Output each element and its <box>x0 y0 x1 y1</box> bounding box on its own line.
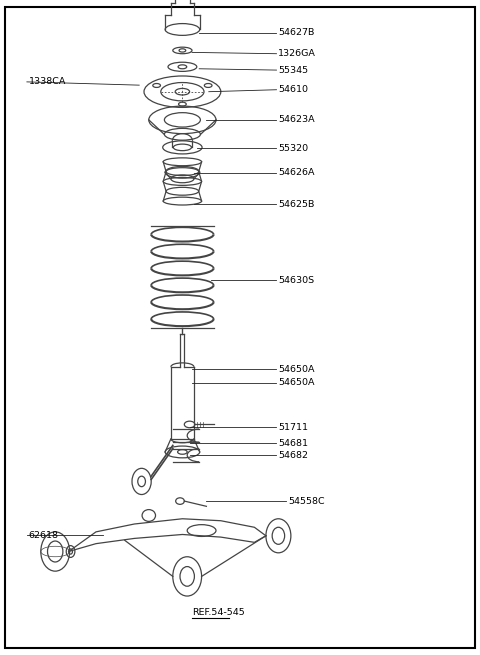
Text: 54682: 54682 <box>278 451 308 460</box>
Text: 54610: 54610 <box>278 85 308 94</box>
Text: REF.54-545: REF.54-545 <box>192 608 245 617</box>
Text: 62618: 62618 <box>29 531 59 540</box>
Text: 54627B: 54627B <box>278 28 315 37</box>
Text: 55320: 55320 <box>278 143 309 153</box>
Text: 51711: 51711 <box>278 422 308 432</box>
Text: 54630S: 54630S <box>278 276 314 285</box>
Text: 54626A: 54626A <box>278 168 315 178</box>
Text: 54650A: 54650A <box>278 378 315 387</box>
Text: 54681: 54681 <box>278 439 308 448</box>
Text: 54650A: 54650A <box>278 365 315 374</box>
Text: 1326GA: 1326GA <box>278 49 316 58</box>
Text: 54625B: 54625B <box>278 200 315 209</box>
Text: 54623A: 54623A <box>278 115 315 124</box>
Text: 54558C: 54558C <box>288 496 324 506</box>
Text: 1338CA: 1338CA <box>29 77 66 86</box>
Text: 55345: 55345 <box>278 66 309 75</box>
